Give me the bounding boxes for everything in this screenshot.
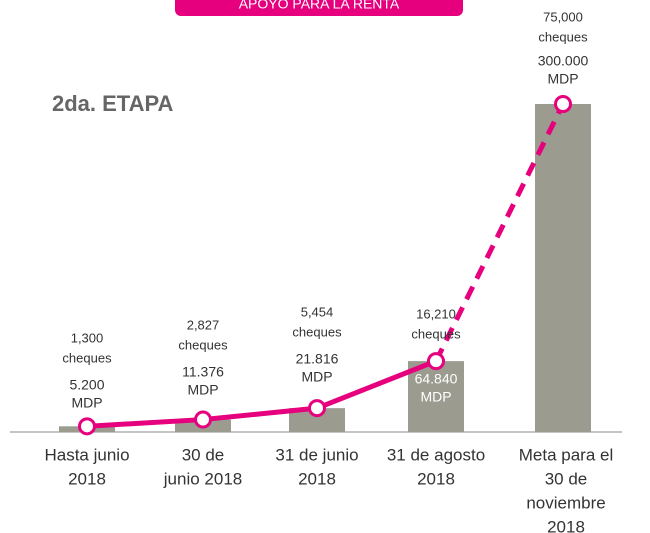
cheques-label: 75,000: [543, 9, 583, 24]
cheques-unit: cheques: [292, 324, 342, 339]
value-unit: MDP: [547, 71, 578, 87]
value-unit: MDP: [301, 369, 332, 385]
x-tick-label: 31 de agosto: [387, 445, 485, 464]
cheques-unit: cheques: [538, 29, 588, 44]
x-tick-label: 2018: [298, 469, 336, 488]
bar: [408, 361, 464, 432]
cheques-label: 16,210: [416, 306, 456, 321]
cheques-unit: cheques: [411, 326, 461, 341]
x-tick-label: 2018: [68, 469, 106, 488]
banner-bg: [175, 0, 463, 16]
line-point: [78, 417, 96, 436]
line-point: [194, 410, 212, 429]
cheques-unit: cheques: [62, 350, 112, 365]
value-unit: MDP: [187, 382, 218, 398]
line-point: [308, 399, 326, 418]
chart-title: 2da. ETAPA: [52, 91, 174, 116]
x-tick-label: Hasta junio: [44, 445, 129, 464]
bar: [535, 104, 591, 432]
value-label: 5.200: [69, 377, 104, 393]
line-point: [427, 352, 445, 371]
x-tick-label: 30 de: [545, 469, 588, 488]
value-unit: MDP: [71, 395, 102, 411]
x-tick-label: 31 de junio: [275, 445, 358, 464]
cheques-unit: cheques: [178, 337, 228, 352]
cheques-label: 5,454: [301, 304, 334, 319]
value-label: 300.000: [538, 53, 589, 69]
line-point: [554, 95, 572, 113]
value-unit: MDP: [420, 389, 451, 405]
x-tick-label: junio 2018: [163, 469, 242, 488]
x-tick-label: 30 de: [182, 445, 225, 464]
x-tick-label: Meta para el: [519, 445, 614, 464]
bar: [289, 408, 345, 432]
line-dashed: [433, 102, 566, 363]
x-tick-label: noviembre: [526, 493, 605, 512]
value-label: 21.816: [296, 351, 339, 367]
banner: APOYO PARA LA RENTA: [239, 0, 400, 12]
cheques-label: 2,827: [187, 317, 220, 332]
cheques-label: 1,300: [71, 330, 104, 345]
x-tick-label: 2018: [547, 517, 585, 533]
line: [86, 358, 437, 429]
value-label: 64.840: [415, 371, 458, 387]
x-tick-label: 2018: [417, 469, 455, 488]
value-label: 11.376: [182, 364, 224, 380]
